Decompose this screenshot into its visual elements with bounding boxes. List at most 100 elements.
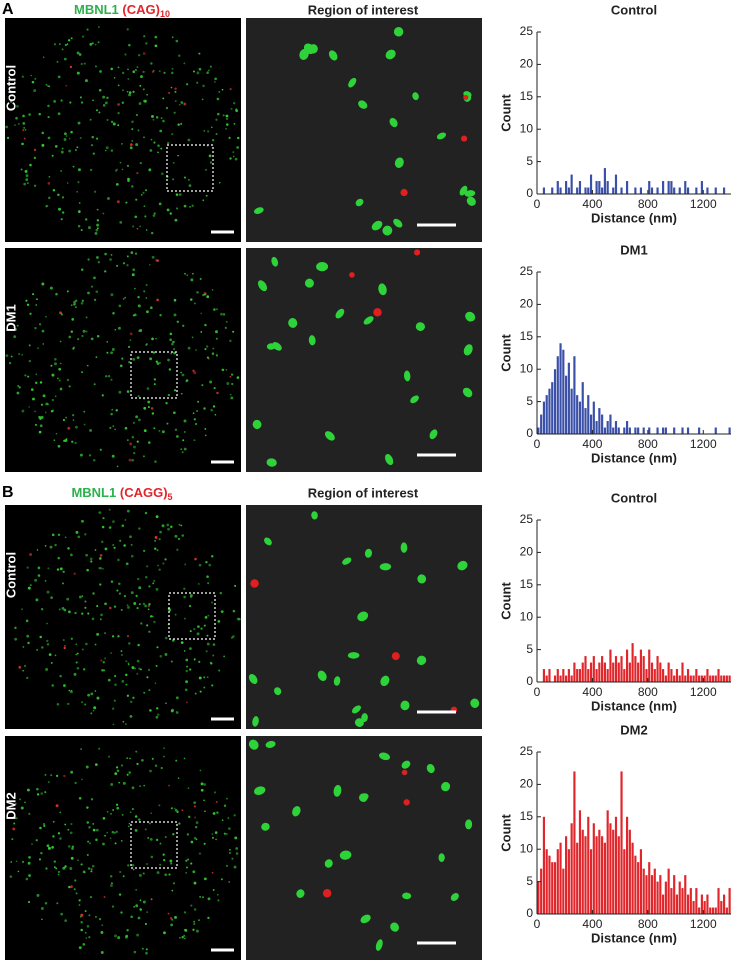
foci [192,928,195,931]
foci [215,354,218,357]
bar [553,369,557,434]
foci [138,873,142,877]
foci [131,273,135,277]
foci [155,515,159,519]
foci [254,786,266,795]
foci [25,299,28,302]
foci [211,555,214,558]
foci [391,652,400,661]
foci [126,255,129,258]
bar [673,675,676,682]
foci [216,391,219,395]
foci [69,690,73,694]
foci [147,837,150,839]
foci [117,103,120,106]
foci [35,598,39,602]
foci [61,607,65,610]
foci [63,646,66,650]
foci [110,378,113,381]
foci [470,698,480,708]
foci [74,441,77,445]
foci [89,896,93,899]
chart-title: DM2 [620,722,647,737]
foci [55,432,58,435]
foci [135,113,139,117]
foci [40,608,44,611]
foci [154,35,158,39]
foci [211,289,214,291]
foci [95,290,99,294]
foci [92,709,95,712]
foci [153,378,157,381]
foci [47,846,51,850]
foci [311,511,318,520]
foci [168,91,171,95]
foci [190,862,193,865]
foci [149,615,153,618]
bar [717,669,720,682]
foci [137,916,141,920]
foci [127,179,130,183]
foci [136,440,139,443]
bar [670,669,673,682]
foci [355,198,364,207]
foci [363,316,374,325]
bar [603,427,606,434]
foci [60,150,64,154]
foci [76,652,79,655]
foci [95,137,99,140]
foci [170,862,173,865]
foci [82,943,86,946]
foci [209,161,213,164]
foci [5,125,8,129]
foci [158,537,161,541]
foci [18,386,21,389]
foci [126,28,129,31]
foci [178,523,181,526]
foci [123,595,127,598]
probe-subscript: 5 [168,492,173,502]
foci [361,713,368,723]
foci [129,143,133,146]
foci [153,579,156,582]
bar [709,907,712,914]
foci [90,870,93,873]
foci [178,103,181,106]
foci [15,116,18,120]
foci [94,643,97,646]
foci [130,251,134,254]
foci [155,715,159,719]
foci [70,304,73,307]
foci [140,622,143,625]
foci [215,118,218,121]
bar [545,395,548,434]
bar [662,181,665,194]
foci [198,563,202,567]
foci [308,335,316,346]
foci [174,808,178,812]
foci [77,210,81,213]
foci [163,747,166,750]
foci [186,833,190,836]
foci [36,549,39,551]
foci [220,610,224,614]
foci [170,525,173,529]
foci [211,352,215,355]
foci [299,48,309,60]
bar [606,421,609,434]
foci [67,845,71,848]
foci [142,602,146,606]
foci [225,833,228,836]
foci [18,666,22,669]
foci [111,905,115,908]
foci [135,198,138,201]
foci [85,316,88,319]
y-tick-label: 25 [520,744,534,758]
foci [143,406,147,410]
foci [71,413,75,417]
foci [177,777,180,780]
foci [58,43,61,46]
bar [612,829,615,914]
bar [650,187,654,194]
foci [115,183,119,186]
